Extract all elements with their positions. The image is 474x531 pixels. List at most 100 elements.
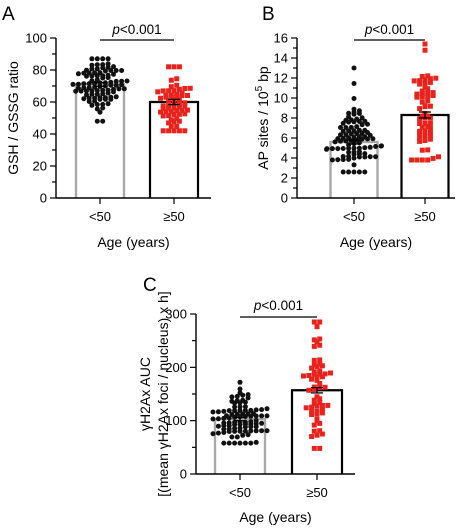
data-point bbox=[317, 368, 323, 374]
data-point bbox=[168, 117, 174, 123]
data-point bbox=[187, 85, 193, 91]
data-point bbox=[176, 111, 182, 117]
data-point bbox=[314, 339, 320, 345]
data-point bbox=[174, 108, 180, 114]
data-point bbox=[89, 62, 95, 68]
data-point bbox=[319, 406, 325, 412]
data-point bbox=[356, 111, 362, 116]
data-point bbox=[311, 337, 317, 343]
data-point bbox=[422, 121, 428, 126]
data-point bbox=[356, 145, 362, 151]
data-point bbox=[113, 78, 119, 84]
data-point bbox=[105, 101, 111, 107]
data-point bbox=[354, 124, 360, 130]
data-point bbox=[253, 424, 259, 430]
data-point bbox=[100, 101, 106, 107]
data-point bbox=[414, 91, 420, 97]
data-point bbox=[311, 422, 317, 428]
data-point bbox=[314, 374, 320, 380]
data-point bbox=[419, 147, 425, 153]
data-point bbox=[301, 373, 306, 379]
data-point bbox=[359, 136, 365, 142]
data-point bbox=[171, 105, 177, 111]
panel-letter: B bbox=[262, 4, 275, 25]
data-point bbox=[314, 432, 320, 438]
data-point bbox=[84, 88, 89, 94]
data-point bbox=[346, 149, 352, 155]
data-point bbox=[422, 47, 428, 53]
data-point bbox=[237, 400, 243, 406]
data-point bbox=[309, 404, 315, 410]
data-point bbox=[89, 102, 95, 108]
data-point bbox=[240, 432, 246, 438]
data-point bbox=[242, 399, 248, 405]
data-point bbox=[409, 157, 414, 163]
data-point bbox=[158, 95, 163, 101]
p-value-label: p<0.001 bbox=[111, 22, 161, 37]
data-point bbox=[242, 424, 248, 430]
data-point bbox=[171, 111, 177, 117]
x-tick-label: ≥50 bbox=[306, 485, 328, 500]
data-point bbox=[259, 420, 265, 426]
data-point bbox=[317, 420, 323, 426]
data-point bbox=[232, 400, 238, 406]
data-point bbox=[94, 66, 100, 72]
data-point bbox=[86, 81, 92, 87]
data-point bbox=[362, 145, 368, 151]
data-point bbox=[311, 319, 317, 325]
data-point bbox=[317, 319, 323, 325]
data-point bbox=[430, 90, 436, 96]
data-point bbox=[102, 96, 108, 102]
data-point bbox=[317, 445, 323, 451]
data-point bbox=[253, 439, 259, 445]
data-point bbox=[185, 107, 190, 113]
data-point bbox=[314, 403, 320, 409]
data-point bbox=[303, 405, 309, 411]
data-point bbox=[365, 121, 370, 127]
data-point bbox=[234, 434, 240, 440]
data-point bbox=[311, 397, 317, 403]
data-point bbox=[242, 407, 248, 413]
data-point bbox=[317, 381, 323, 386]
data-point bbox=[174, 82, 180, 88]
data-point bbox=[182, 103, 188, 109]
data-point bbox=[309, 376, 315, 382]
data-point bbox=[417, 78, 423, 84]
data-point bbox=[427, 125, 433, 131]
x-tick-label: ≥50 bbox=[414, 209, 436, 224]
data-point bbox=[314, 411, 320, 417]
data-point bbox=[176, 128, 182, 134]
data-point bbox=[84, 73, 89, 79]
data-point bbox=[417, 131, 423, 137]
data-point bbox=[113, 94, 119, 100]
y-tick-label: 100 bbox=[165, 413, 187, 428]
data-point bbox=[422, 84, 428, 90]
data-point bbox=[367, 144, 373, 150]
data-point bbox=[160, 128, 166, 134]
x-axis-title: Age (years) bbox=[239, 509, 311, 525]
x-tick-label: <50 bbox=[229, 485, 251, 500]
panel-a: A 0 20 40 60 80 100 <50 ≥50 Age (years) GSH / GSSG… bbox=[2, 4, 211, 250]
data-point bbox=[86, 85, 92, 91]
data-point bbox=[319, 403, 325, 408]
data-point bbox=[232, 428, 238, 434]
data-point bbox=[309, 434, 315, 439]
data-point bbox=[163, 94, 169, 100]
data-point bbox=[116, 86, 122, 92]
data-point bbox=[317, 396, 323, 402]
data-point bbox=[248, 413, 254, 419]
data-point bbox=[317, 400, 323, 405]
data-point bbox=[319, 431, 325, 437]
data-point bbox=[86, 99, 92, 104]
y-tick-label: 80 bbox=[33, 63, 47, 78]
data-point bbox=[248, 424, 254, 430]
data-point bbox=[351, 81, 357, 86]
data-point bbox=[319, 374, 325, 380]
data-point bbox=[417, 128, 423, 134]
data-point bbox=[325, 402, 331, 408]
data-point bbox=[94, 91, 100, 97]
data-point bbox=[411, 78, 417, 84]
data-point bbox=[427, 120, 433, 126]
y-tick-label: 8 bbox=[281, 111, 288, 126]
